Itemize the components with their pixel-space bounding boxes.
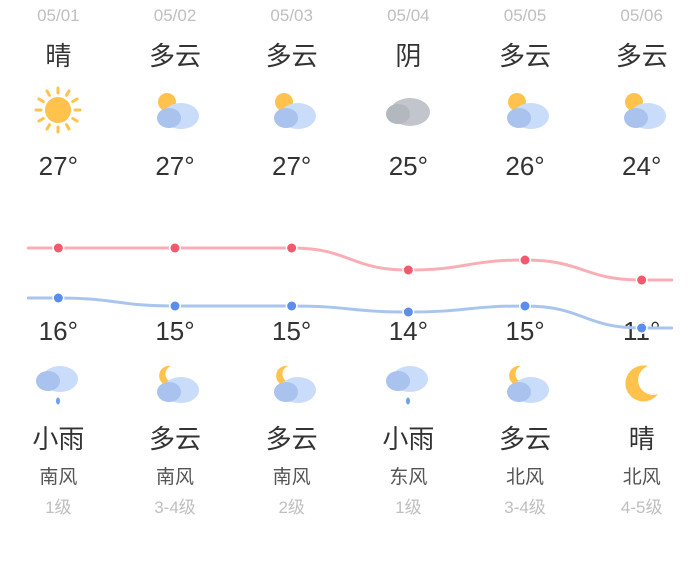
day-column[interactable]: 05/04 阴 25° 14° 小雨 东风 1级 xyxy=(350,0,467,588)
night-weather-icon xyxy=(380,353,436,415)
chart-spacer xyxy=(467,182,584,312)
day-weather-icon xyxy=(32,79,84,141)
wind-level: 3-4级 xyxy=(154,493,196,518)
day-weather-icon xyxy=(614,79,670,141)
low-temp: 11° xyxy=(623,316,660,347)
day-condition: 晴 xyxy=(45,36,71,73)
day-weather-icon xyxy=(497,79,553,141)
wind-level: 1级 xyxy=(395,493,421,518)
day-condition: 阴 xyxy=(395,36,421,73)
day-column[interactable]: 05/06 多云 24° 11° 晴 北风 4-5级 xyxy=(583,0,700,588)
wind-direction: 南风 xyxy=(39,462,77,489)
day-condition: 多云 xyxy=(266,36,318,73)
wind-level: 4-5级 xyxy=(621,493,663,518)
high-temp: 27° xyxy=(272,151,311,182)
day-weather-icon xyxy=(147,79,203,141)
date-label: 05/04 xyxy=(387,6,430,26)
high-temp: 27° xyxy=(155,151,194,182)
day-condition: 多云 xyxy=(616,36,668,73)
low-temp: 16° xyxy=(39,316,78,347)
low-temp: 14° xyxy=(389,316,428,347)
night-condition: 晴 xyxy=(629,419,655,456)
high-temp: 27° xyxy=(39,151,78,182)
high-temp: 24° xyxy=(622,151,661,182)
low-temp: 15° xyxy=(505,316,544,347)
night-condition: 多云 xyxy=(266,419,318,456)
chart-spacer xyxy=(583,182,700,312)
wind-direction: 南风 xyxy=(156,462,194,489)
wind-level: 3-4级 xyxy=(504,493,546,518)
night-weather-icon xyxy=(264,353,320,415)
date-label: 05/05 xyxy=(504,6,547,26)
day-column[interactable]: 05/05 多云 26° 15° 多云 北风 3-4级 xyxy=(467,0,584,588)
night-weather-icon xyxy=(147,353,203,415)
night-condition: 小雨 xyxy=(32,419,84,456)
day-condition: 多云 xyxy=(149,36,201,73)
night-weather-icon xyxy=(497,353,553,415)
date-label: 05/01 xyxy=(37,6,80,26)
day-column[interactable]: 05/01 晴 27° 16° 小雨 南风 1级 xyxy=(0,0,117,588)
day-column[interactable]: 05/02 多云 27° 15° 多云 南风 3-4级 xyxy=(117,0,234,588)
date-label: 05/03 xyxy=(270,6,313,26)
high-temp: 26° xyxy=(505,151,544,182)
wind-direction: 南风 xyxy=(273,462,311,489)
day-weather-icon xyxy=(264,79,320,141)
low-temp: 15° xyxy=(155,316,194,347)
wind-level: 2级 xyxy=(278,493,304,518)
day-condition: 多云 xyxy=(499,36,551,73)
night-condition: 多云 xyxy=(499,419,551,456)
wind-level: 1级 xyxy=(45,493,71,518)
wind-direction: 北风 xyxy=(506,462,544,489)
chart-spacer xyxy=(233,182,350,312)
day-weather-icon xyxy=(380,79,436,141)
date-label: 05/06 xyxy=(620,6,663,26)
night-condition: 小雨 xyxy=(382,419,434,456)
day-column[interactable]: 05/03 多云 27° 15° 多云 南风 2级 xyxy=(233,0,350,588)
night-weather-icon xyxy=(30,353,86,415)
forecast-grid: 05/01 晴 27° 16° 小雨 南风 1级 05/02 多云 27° 15… xyxy=(0,0,700,588)
wind-direction: 东风 xyxy=(389,462,427,489)
night-weather-icon xyxy=(618,353,666,415)
chart-spacer xyxy=(0,182,117,312)
high-temp: 25° xyxy=(389,151,428,182)
chart-spacer xyxy=(350,182,467,312)
night-condition: 多云 xyxy=(149,419,201,456)
low-temp: 15° xyxy=(272,316,311,347)
chart-spacer xyxy=(117,182,234,312)
date-label: 05/02 xyxy=(154,6,197,26)
wind-direction: 北风 xyxy=(623,462,661,489)
